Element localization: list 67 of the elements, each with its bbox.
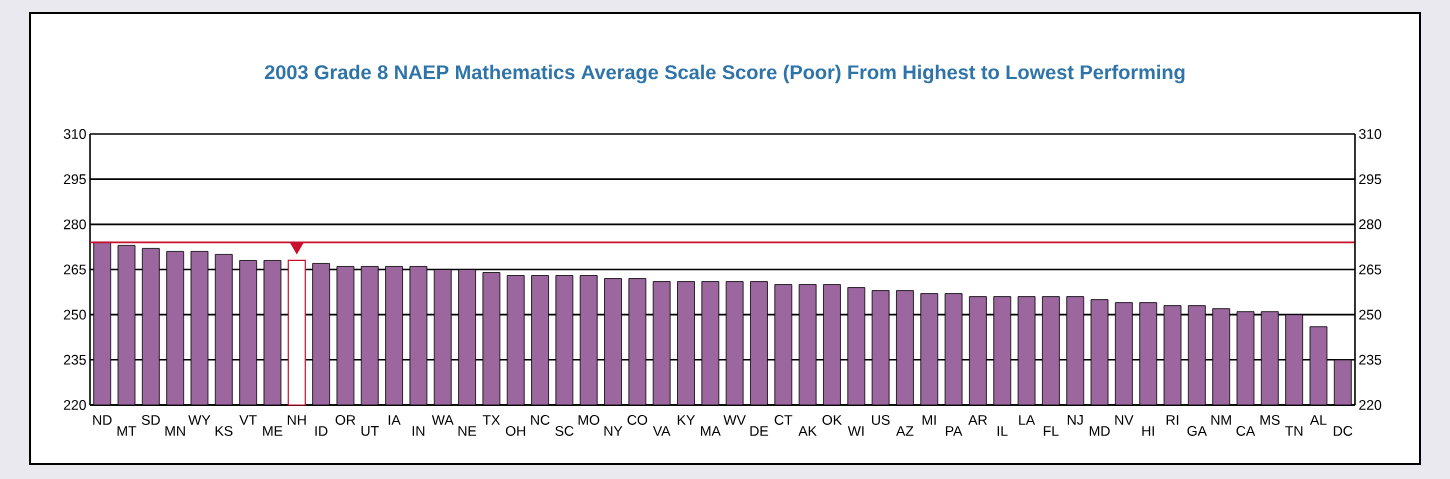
x-tick-label: KY [677,415,695,425]
x-tick-label: NM [1211,415,1231,425]
x-tick-label: IA [388,415,401,425]
x-tick-label: IL [997,426,1008,436]
x-tick-label: WI [847,426,864,436]
x-tick-label: GA [1187,426,1207,436]
x-tick-label: ND [93,415,112,425]
x-tick-label: CT [774,415,793,425]
y2-tick-label: 235 [1359,354,1382,365]
x-tick-label: FL [1043,426,1059,436]
x-tick-label: NC [531,415,550,425]
x-tick-label: LA [1019,415,1036,425]
x-tick-label: MO [578,415,600,425]
x-tick-label: ID [315,426,328,436]
x-tick-label: VA [652,426,671,436]
x-tick-label: MI [922,415,936,425]
y-tick-label: 220 [63,400,86,410]
y-tick-label: 280 [63,219,86,230]
x-tick-label: AK [798,426,817,436]
x-tick-label: OR [335,415,356,425]
x-tick-label: WA [431,415,454,425]
y2-tick-label: 250 [1359,309,1382,320]
y2-tick-label: 295 [1359,174,1382,185]
y2-tick-label: 220 [1359,400,1382,410]
x-tick-label: RI [1166,415,1179,425]
x-tick-label: HI [1142,426,1154,436]
x-tick-label: NJ [1067,415,1083,425]
x-tick-label: IN [412,426,425,436]
y-tick-label: 265 [63,264,86,275]
x-tick-label: NH [287,415,306,425]
x-tick-label: MA [701,426,721,436]
x-tick-label: DC [1333,426,1353,436]
y-tick-label: 295 [63,174,86,185]
x-tick-label: NE [458,426,477,436]
y-tick-label: 250 [63,309,86,320]
y2-tick-label: 280 [1359,219,1382,230]
x-tick-label: NY [604,426,623,436]
x-tick-label: ME [263,426,283,436]
x-tick-label: UT [361,426,379,436]
x-tick-label: VT [239,415,257,425]
x-tick-label: MD [1089,426,1110,436]
x-tick-label: CA [1236,426,1256,436]
y-tick-label: 310 [63,129,86,139]
x-tick-label: DE [750,426,769,436]
x-tick-label: PA [945,426,963,436]
x-tick-label: NV [1115,415,1134,425]
x-tick-label: US [872,415,890,425]
x-tick-label: MN [165,426,185,436]
x-tick-label: OH [505,426,526,436]
x-tick-label: KS [215,426,233,436]
x-tick-label: TN [1285,426,1303,436]
x-tick-label: CO [627,415,648,425]
x-tick-label: OK [822,415,842,425]
y-tick-label: 235 [63,354,86,365]
x-tick-label: SD [141,415,160,425]
chart-title: 2003 Grade 8 NAEP Mathematics Average Scale Score (Poor) From Highest to Lowest Performing [264,64,1185,84]
x-tick-label: WV [723,415,746,425]
x-tick-label: TX [482,415,501,425]
x-tick-label: AR [968,415,987,425]
x-tick-label: AZ [896,426,914,436]
x-tick-label: WY [188,415,211,425]
x-tick-label: MS [1260,415,1280,425]
x-tick-label: SC [555,426,574,436]
x-tick-label: AL [1309,415,1327,425]
x-tick-label: MT [117,426,137,436]
y2-tick-label: 265 [1359,264,1382,275]
y2-tick-label: 310 [1359,129,1382,139]
